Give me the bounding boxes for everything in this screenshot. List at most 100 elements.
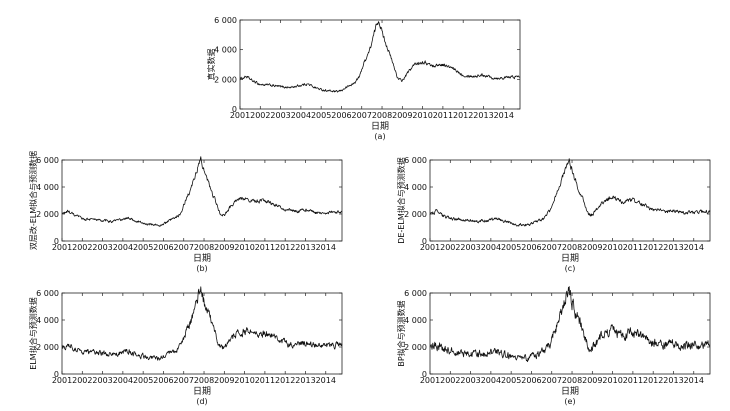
y-tick-label-d-2: 4 000 — [36, 316, 59, 325]
y-tick-label-a-2: 4 000 — [214, 46, 237, 55]
x-tick-label-d-0: 2001 — [52, 376, 72, 385]
x-tick-label-b-7: 2008 — [194, 243, 214, 252]
series-line-a-0 — [239, 21, 521, 93]
x-tick-label-e-9: 2010 — [602, 376, 622, 385]
y-tick-label-b-3: 6 000 — [36, 156, 59, 165]
y-tick-label-b-1: 2 000 — [36, 210, 59, 219]
x-tick-label-d-4: 2005 — [133, 376, 153, 385]
series-line-c-0 — [429, 158, 711, 227]
x-tick-label-a-13: 2014 — [494, 111, 514, 120]
x-tick-label-d-10: 2011 — [255, 376, 275, 385]
chart-panel-c: 2001 2002 2003 2004 2005 2006 2007 2008 2009 2010… — [396, 156, 711, 273]
y-tick-label-e-3: 6 000 — [404, 289, 427, 298]
x-tick-label-a-6: 2007 — [352, 111, 372, 120]
plot-frame-a — [239, 19, 521, 110]
x-tick-label-c-2: 2003 — [460, 243, 480, 252]
x-tick-label-b-3: 2004 — [113, 243, 133, 252]
x-tick-label-a-0: 2001 — [230, 111, 250, 120]
y-tick-label-e-1: 2 000 — [404, 343, 427, 352]
x-tick-label-b-12: 2013 — [295, 243, 315, 252]
x-tick-label-b-5: 2006 — [153, 243, 173, 252]
x-tick-label-c-9: 2010 — [602, 243, 622, 252]
y-tick-label-e-2: 4 000 — [404, 316, 427, 325]
x-tick-label-c-4: 2005 — [501, 243, 521, 252]
x-tick-label-a-3: 2004 — [291, 111, 311, 120]
y-tick-label-b-0: 0 — [54, 237, 59, 246]
x-tick-label-c-12: 2013 — [663, 243, 683, 252]
x-tick-label-d-9: 2010 — [234, 376, 254, 385]
panel-caption-a: (a) — [374, 132, 385, 141]
x-tick-label-a-7: 2008 — [372, 111, 392, 120]
chart-panel-d: 2001 2002 2003 2004 2005 2006 2007 2008 2009 2010… — [28, 286, 343, 406]
x-tick-label-b-1: 2002 — [72, 243, 92, 252]
y-tick-label-c-1: 2 000 — [404, 210, 427, 219]
x-tick-label-c-11: 2012 — [643, 243, 663, 252]
y-tick-label-a-0: 0 — [232, 105, 237, 114]
plot-frame-b — [61, 159, 343, 242]
x-tick-label-e-11: 2012 — [643, 376, 663, 385]
x-tick-label-d-3: 2004 — [113, 376, 133, 385]
x-tick-label-c-5: 2006 — [521, 243, 541, 252]
x-tick-label-c-1: 2002 — [440, 243, 460, 252]
y-tick-label-e-0: 0 — [422, 370, 427, 379]
x-tick-label-d-6: 2007 — [174, 376, 194, 385]
y-tick-label-d-1: 2 000 — [36, 343, 59, 352]
panel-caption-c: (c) — [565, 264, 576, 273]
x-tick-label-b-13: 2014 — [316, 243, 336, 252]
x-tick-label-d-11: 2012 — [275, 376, 295, 385]
x-tick-label-b-8: 2009 — [214, 243, 234, 252]
panel-caption-d: (d) — [196, 397, 207, 406]
panel-caption-e: (e) — [564, 397, 575, 406]
x-tick-label-b-11: 2012 — [275, 243, 295, 252]
x-axis-label-d: 日期 — [193, 386, 211, 397]
x-tick-label-e-0: 2001 — [420, 376, 440, 385]
plot-frame-c — [429, 159, 711, 242]
x-tick-label-e-3: 2004 — [481, 376, 501, 385]
x-tick-label-c-8: 2009 — [582, 243, 602, 252]
x-tick-label-b-10: 2011 — [255, 243, 275, 252]
x-tick-label-b-2: 2003 — [92, 243, 112, 252]
y-tick-label-d-0: 0 — [54, 370, 59, 379]
x-tick-label-d-12: 2013 — [295, 376, 315, 385]
plot-frame-e — [429, 292, 711, 375]
x-tick-label-e-7: 2008 — [562, 376, 582, 385]
x-tick-label-e-1: 2002 — [440, 376, 460, 385]
series-line-b-0 — [61, 156, 343, 227]
x-tick-label-c-10: 2011 — [623, 243, 643, 252]
x-tick-label-a-11: 2012 — [453, 111, 473, 120]
x-tick-label-c-13: 2014 — [684, 243, 704, 252]
y-tick-label-c-0: 0 — [422, 237, 427, 246]
x-tick-label-c-7: 2008 — [562, 243, 582, 252]
y-axis-label-c: DE-ELM拟合与预测数据 — [396, 157, 406, 244]
chart-panel-e: 2001 2002 2003 2004 2005 2006 2007 2008 2009 2010… — [396, 286, 711, 406]
x-tick-label-e-2: 2003 — [460, 376, 480, 385]
y-tick-label-a-3: 6 000 — [214, 16, 237, 25]
x-tick-label-a-5: 2006 — [331, 111, 351, 120]
x-tick-label-e-5: 2006 — [521, 376, 541, 385]
x-tick-label-c-3: 2004 — [481, 243, 501, 252]
x-tick-label-c-6: 2007 — [542, 243, 562, 252]
x-tick-label-e-4: 2005 — [501, 376, 521, 385]
y-tick-label-a-1: 2 000 — [214, 75, 237, 84]
chart-panel-a: 2001 2002 2003 2004 2005 2006 2007 2008 2009 2010… — [206, 16, 521, 141]
x-tick-label-e-12: 2013 — [663, 376, 683, 385]
y-axis-label-a: 真实数据 — [206, 49, 216, 81]
x-tick-label-b-4: 2005 — [133, 243, 153, 252]
x-tick-label-d-7: 2008 — [194, 376, 214, 385]
x-axis-label-e: 日期 — [561, 386, 579, 397]
x-tick-label-b-6: 2007 — [174, 243, 194, 252]
panel-caption-b: (b) — [196, 264, 207, 273]
x-axis-label-b: 日期 — [193, 253, 211, 264]
x-tick-label-a-8: 2009 — [392, 111, 412, 120]
x-tick-label-d-2: 2003 — [92, 376, 112, 385]
x-tick-label-b-9: 2010 — [234, 243, 254, 252]
x-tick-label-e-6: 2007 — [542, 376, 562, 385]
x-tick-label-a-9: 2010 — [412, 111, 432, 120]
chart-panel-b: 2001 2002 2003 2004 2005 2006 2007 2008 2009 2010… — [28, 151, 343, 273]
x-tick-label-d-8: 2009 — [214, 376, 234, 385]
series-line-e-0 — [429, 286, 710, 363]
x-tick-label-e-8: 2009 — [582, 376, 602, 385]
y-axis-label-e: BP拟合与预测数据 — [396, 300, 406, 366]
x-tick-label-a-12: 2013 — [473, 111, 493, 120]
